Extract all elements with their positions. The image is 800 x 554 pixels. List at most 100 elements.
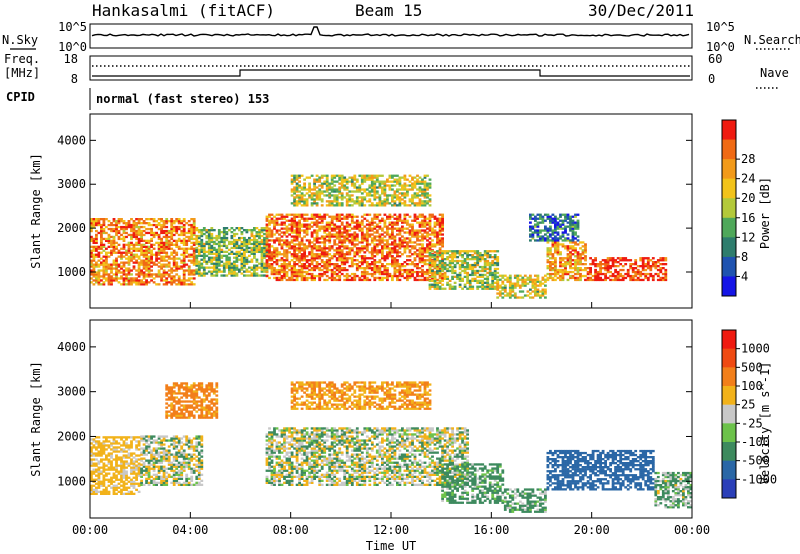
power-cell	[355, 259, 359, 262]
power-cell	[162, 225, 166, 229]
power-cell	[433, 251, 437, 254]
power-cell	[388, 255, 392, 258]
power-cell	[416, 174, 419, 177]
power-cell	[438, 227, 442, 230]
power-cell	[411, 196, 414, 199]
power-cell	[245, 262, 249, 265]
power-cell	[561, 274, 565, 278]
power-cell	[416, 265, 419, 268]
power-cell	[162, 251, 166, 254]
power-cell	[298, 274, 301, 278]
velocity-cell	[122, 480, 126, 483]
power-cell	[393, 272, 397, 276]
power-cell	[476, 252, 480, 255]
power-cell	[370, 174, 374, 177]
power-cell	[413, 245, 417, 248]
power-cell	[401, 268, 404, 272]
power-cell	[102, 265, 106, 268]
velocity-cell	[105, 486, 108, 489]
power-cell	[350, 278, 354, 282]
power-cell	[383, 184, 387, 187]
power-cell	[323, 229, 327, 232]
power-cell	[393, 259, 397, 262]
power-cell	[433, 258, 437, 261]
power-cell	[518, 278, 522, 281]
power-cell	[386, 272, 389, 276]
power-cell	[285, 241, 289, 244]
power-cell	[433, 273, 437, 277]
power-cell	[100, 239, 103, 242]
power-cell	[140, 235, 143, 239]
power-cell	[245, 250, 249, 253]
power-cell	[278, 229, 281, 232]
power-cell	[328, 184, 332, 187]
power-cell	[92, 247, 96, 250]
power-cell	[197, 252, 201, 255]
power-cell	[360, 229, 364, 232]
power-cell	[293, 249, 296, 252]
power-cell	[170, 237, 174, 241]
power-cell	[403, 249, 407, 252]
velocity-cell	[102, 478, 106, 481]
power-cell	[418, 190, 422, 193]
power-cell	[125, 261, 128, 264]
velocity-cell	[107, 446, 111, 449]
power-cell	[458, 267, 462, 271]
velocity-cell	[115, 454, 118, 457]
power-cell	[641, 272, 645, 276]
power-cell	[315, 267, 319, 270]
velocity-cell	[122, 460, 126, 463]
power-cell	[541, 215, 545, 218]
power-cell	[253, 272, 256, 275]
power-cell	[260, 227, 264, 230]
power-cell	[278, 278, 281, 282]
power-cell	[325, 270, 329, 274]
power-cell	[531, 282, 535, 285]
power-cell	[421, 278, 424, 282]
power-cell	[268, 265, 271, 268]
power-cell	[288, 265, 291, 268]
power-cell	[413, 278, 417, 282]
power-cell	[418, 239, 422, 242]
power-cell	[170, 235, 174, 239]
power-cell	[97, 273, 101, 276]
power-cell	[333, 190, 337, 193]
power-cell	[100, 241, 103, 244]
power-cell	[268, 223, 271, 226]
power-cell	[531, 233, 535, 236]
power-cell	[418, 176, 422, 179]
power-cell	[187, 271, 191, 274]
power-cell	[654, 263, 658, 266]
velocity-cell	[90, 478, 93, 481]
power-cell	[491, 281, 495, 284]
power-cell	[303, 219, 306, 222]
power-cell	[360, 188, 364, 191]
power-cell	[363, 239, 367, 242]
power-cell	[569, 217, 572, 220]
power-cell	[636, 272, 640, 276]
power-cell	[300, 257, 304, 260]
power-cell	[97, 283, 101, 286]
power-cell	[358, 190, 362, 193]
power-cell	[147, 227, 151, 231]
power-cell	[584, 249, 587, 252]
power-cell	[471, 279, 475, 282]
power-cell	[654, 265, 658, 268]
power-cell	[518, 296, 522, 299]
power-cell	[338, 249, 342, 252]
power-cell	[664, 276, 668, 280]
power-cell	[544, 229, 547, 232]
power-cell	[207, 266, 211, 269]
power-cell	[90, 251, 93, 254]
power-cell	[265, 223, 269, 226]
power-cell	[386, 251, 389, 254]
power-cell	[303, 255, 306, 258]
velocity-cell	[102, 446, 106, 449]
power-cell	[569, 225, 572, 228]
power-cell	[398, 239, 402, 242]
power-cell	[255, 260, 259, 263]
velocity-cell	[122, 454, 126, 457]
power-cell	[350, 190, 354, 193]
power-cell	[298, 241, 301, 244]
power-cell	[115, 245, 118, 248]
